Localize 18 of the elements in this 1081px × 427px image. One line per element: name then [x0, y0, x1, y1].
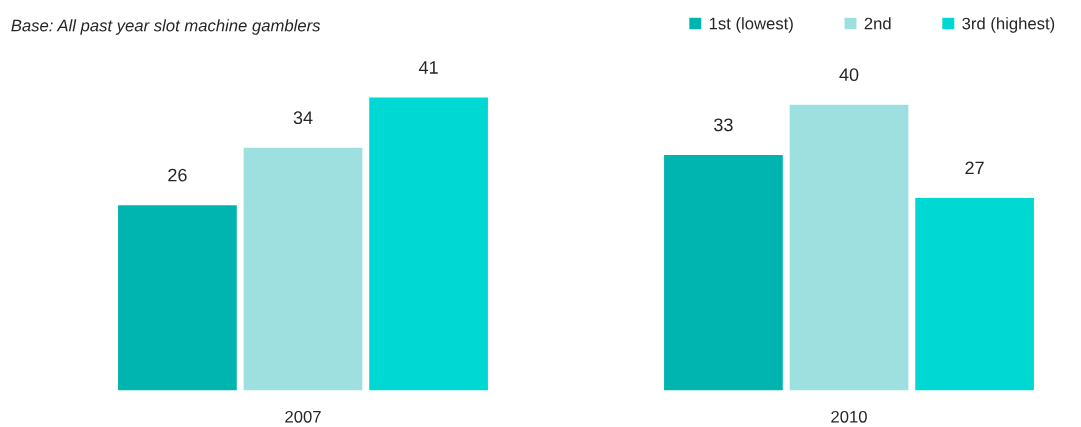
- data-label: 40: [839, 68, 859, 82]
- bar: [116, 203, 239, 391]
- legend-label: 3rd (highest): [962, 17, 1055, 33]
- legend-label: 1st (lowest): [709, 17, 793, 33]
- bar: [662, 153, 785, 391]
- x-tick-label: 2010: [831, 410, 867, 423]
- bar: [913, 196, 1036, 391]
- data-label: 34: [293, 111, 313, 125]
- x-tick-label: 2007: [285, 410, 321, 423]
- bar: [367, 96, 490, 391]
- text: Base: All past year slot machine gamblers: [11, 19, 321, 35]
- data-label: 41: [418, 61, 438, 74]
- data-label: 33: [714, 118, 733, 132]
- bar: [242, 146, 364, 391]
- legend-label: 2nd: [864, 17, 891, 30]
- bar: [788, 103, 910, 391]
- data-label: 26: [168, 168, 187, 182]
- data-label: 27: [965, 161, 984, 175]
